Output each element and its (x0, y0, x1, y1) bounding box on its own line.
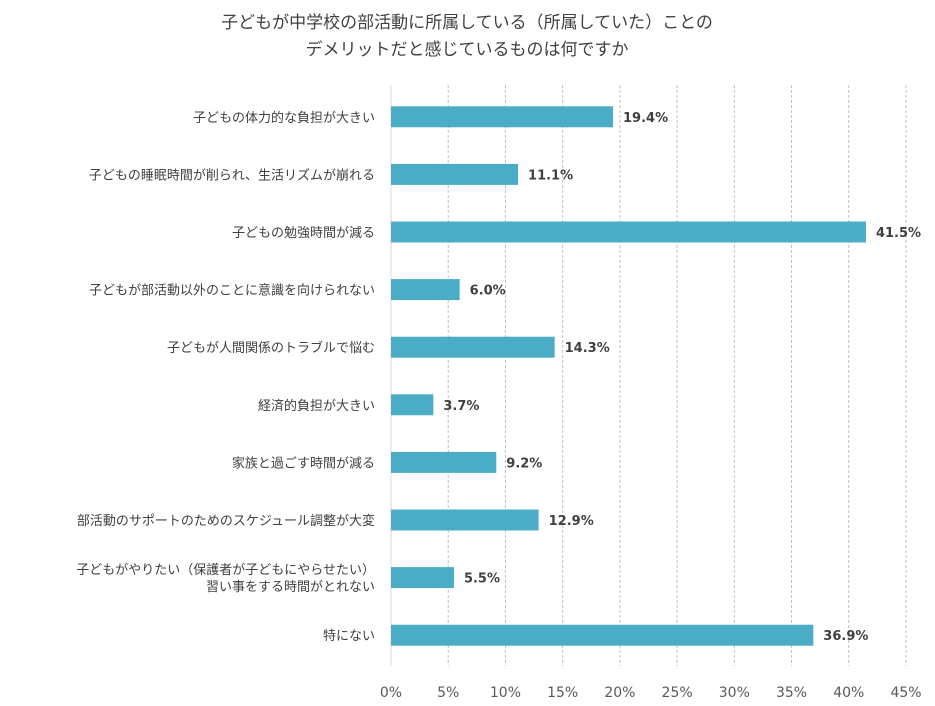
data-label: 11.1% (528, 168, 573, 183)
category-label: 子どもがやりたい（保護者が子どもにやらせたい） (76, 562, 375, 578)
data-label: 14.3% (565, 341, 610, 356)
category-label: 習い事をする時間がとれない (206, 580, 375, 595)
bar (391, 279, 460, 301)
category-label: 子どもの勉強時間が減る (232, 225, 375, 241)
data-label: 6.0% (470, 284, 506, 299)
bar (391, 451, 497, 473)
data-label: 36.9% (823, 629, 868, 644)
category-labels: 子どもの体力的な負担が大きい子どもの睡眠時間が削られ、生活リズムが崩れる子どもの… (76, 110, 375, 644)
data-label: 3.7% (443, 399, 479, 414)
data-label: 9.2% (506, 456, 542, 471)
category-label: 特にない (323, 629, 375, 644)
x-tick-label: 35% (776, 685, 807, 701)
category-label: 子どもの睡眠時間が削られ、生活リズムが崩れる (89, 167, 375, 183)
x-tick-label: 0% (380, 685, 402, 701)
bar (391, 221, 866, 243)
data-labels: 19.4% 11.1% 41.5% 6.0% 14.3% 3.7% 9.2% 12.9% 5.5… (443, 111, 921, 644)
category-label: 子どもが人間関係のトラブルで悩む (167, 340, 375, 356)
chart-title-line-1: 子どもが中学校の部活動に所属している（所属していた）ことの (221, 13, 713, 33)
bar (391, 624, 814, 646)
chart-title-line-2: デメリットだと感じているものは何ですか (306, 39, 629, 60)
x-tick-label: 5% (437, 685, 459, 701)
x-tick-label: 10% (490, 685, 521, 701)
data-label: 12.9% (549, 514, 594, 529)
x-tick-label: 40% (833, 685, 864, 701)
category-label: 部活動のサポートのためのスケジュール調整が大変 (77, 513, 375, 529)
bar (391, 336, 555, 358)
category-label: 子どもの体力的な負担が大きい (193, 110, 375, 126)
data-label: 41.5% (876, 226, 921, 241)
category-label: 経済的負担が大きい (258, 398, 375, 414)
bar (391, 163, 519, 185)
bar (391, 106, 614, 128)
chart-title: 子どもが中学校の部活動に所属している（所属していた）ことの デメリットだと感じて… (221, 13, 713, 60)
category-label: 子どもが部活動以外のことに意識を向けられない (89, 283, 375, 299)
data-label: 19.4% (623, 111, 668, 126)
bars (391, 106, 866, 646)
x-tick-label: 20% (604, 685, 635, 701)
bar (391, 394, 434, 416)
x-tick-label: 25% (662, 685, 693, 701)
bar (391, 509, 539, 531)
x-axis-tick-labels: 0% 5% 10% 15% 20% 25% 30% 35% 40% 45% (380, 685, 922, 701)
x-tick-label: 45% (890, 685, 921, 701)
x-tick-label: 30% (719, 685, 750, 701)
data-label: 5.5% (464, 572, 500, 587)
category-label: 家族と過ごす時間が減る (232, 455, 375, 471)
bar (391, 567, 454, 589)
x-tick-label: 15% (547, 685, 578, 701)
